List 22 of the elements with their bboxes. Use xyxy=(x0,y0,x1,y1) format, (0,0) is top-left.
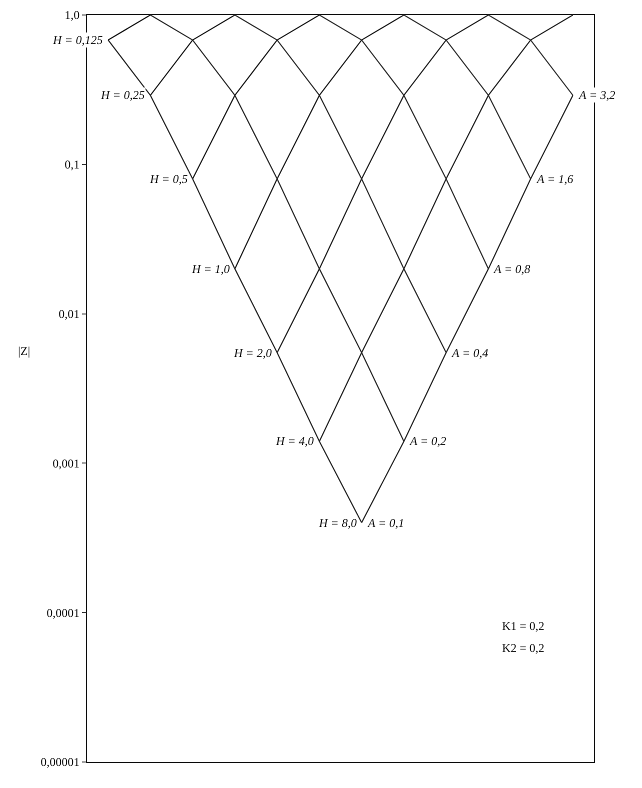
series-label: H = 0,25 xyxy=(100,88,145,102)
y-tick-label: 0,00001 xyxy=(40,755,80,770)
series-label: A = 0,8 xyxy=(493,262,530,276)
annotation: K1 = 0,2 xyxy=(502,619,544,633)
series-label: H = 1,0 xyxy=(191,262,230,276)
series-label: A = 0,1 xyxy=(367,516,404,530)
y-tick-label: 0,1 xyxy=(64,158,80,172)
y-tick-label: 0,01 xyxy=(58,307,80,321)
series-label: H = 0,125 xyxy=(52,33,103,47)
y-tick-label: 0,001 xyxy=(52,456,80,470)
series-label: A = 3,2 xyxy=(578,88,616,102)
series-label: H = 8,0 xyxy=(318,516,357,530)
series-label: A = 1,6 xyxy=(536,172,574,186)
series-label: H = 2,0 xyxy=(233,346,272,360)
series-label: H = 0,5 xyxy=(149,172,188,186)
series-label: A = 0,4 xyxy=(451,346,488,360)
series-label: H = 4,0 xyxy=(275,434,314,448)
y-axis-title: |Z| xyxy=(18,344,30,358)
y-tick-label: 1,0 xyxy=(64,8,80,22)
series-label: A = 0,2 xyxy=(409,434,446,448)
y-tick-label: 0,0001 xyxy=(46,606,80,620)
annotation: K2 = 0,2 xyxy=(502,641,544,655)
